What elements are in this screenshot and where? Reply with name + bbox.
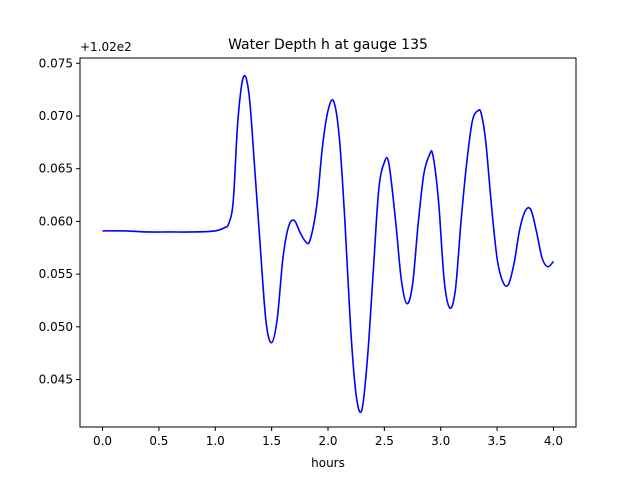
y-tick-label: 0.050 <box>39 320 73 334</box>
x-tick-label: 2.0 <box>318 434 337 448</box>
y-tick-label: 0.055 <box>39 267 73 281</box>
y-tick-label: 0.070 <box>39 109 73 123</box>
x-tick-label: 0.5 <box>149 434 168 448</box>
x-axis-label: hours <box>311 456 345 470</box>
x-tick-label: 1.0 <box>206 434 225 448</box>
y-axis-ticks: 0.045 0.050 0.055 0.060 0.065 0.070 0.075 <box>39 56 80 387</box>
y-tick-label: 0.075 <box>39 56 73 70</box>
x-tick-label: 2.5 <box>375 434 394 448</box>
series-line <box>102 74 555 414</box>
y-tick-label: 0.060 <box>39 214 73 228</box>
y-offset-label: +1.02e2 <box>80 40 132 54</box>
x-tick-label: 1.5 <box>262 434 281 448</box>
chart-title: Water Depth h at gauge 135 <box>228 37 428 53</box>
y-tick-label: 0.045 <box>39 373 73 387</box>
x-tick-label: 0.0 <box>93 434 112 448</box>
x-tick-label: 4.0 <box>544 434 563 448</box>
x-tick-label: 3.5 <box>488 434 507 448</box>
x-tick-label: 3.0 <box>431 434 450 448</box>
x-axis-ticks: 0.0 0.5 1.0 1.5 2.0 2.5 3.0 3.5 4.0 <box>93 427 563 448</box>
plot-area-frame <box>79 57 577 428</box>
y-tick-label: 0.065 <box>39 162 73 176</box>
series-layer <box>102 74 555 414</box>
